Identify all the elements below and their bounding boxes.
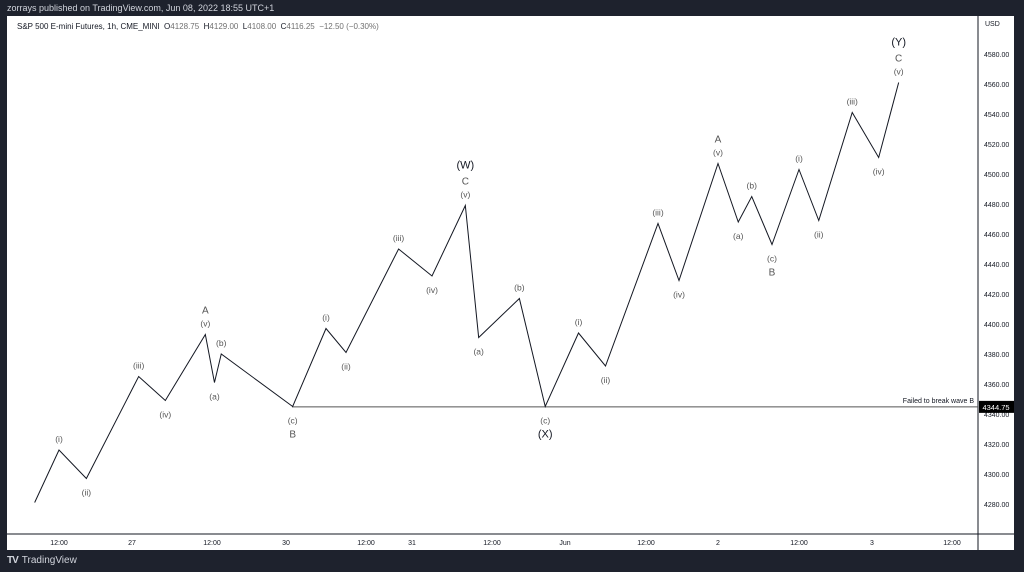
x-tick-label: 12:00 bbox=[50, 540, 68, 547]
wave-label: (iii) bbox=[393, 233, 404, 243]
brand-name[interactable]: TradingView bbox=[21, 555, 77, 566]
wave-label: (X) bbox=[538, 429, 553, 441]
x-tick-label: 12:00 bbox=[790, 540, 808, 547]
wave-label: B bbox=[769, 268, 776, 279]
y-tick-label: 4360.00 bbox=[984, 382, 1009, 389]
x-tick-label: 12:00 bbox=[357, 540, 375, 547]
wave-label: (ii) bbox=[341, 362, 351, 372]
symbol-name: S&P 500 E-mini Futures, 1h, CME_MINI bbox=[17, 22, 160, 31]
price-tag-label: 4344.75 bbox=[982, 403, 1009, 412]
x-tick-label: 2 bbox=[716, 540, 720, 547]
y-tick-label: 4500.00 bbox=[984, 172, 1009, 179]
wave-label: (iii) bbox=[847, 97, 858, 107]
x-tick-label: 27 bbox=[128, 540, 136, 547]
wave-label: (W) bbox=[456, 160, 474, 172]
wave-label: C bbox=[895, 54, 902, 65]
y-tick-label: 4480.00 bbox=[984, 202, 1009, 209]
wave-label: (ii) bbox=[814, 230, 824, 240]
y-tick-label: 4460.00 bbox=[984, 232, 1009, 239]
wave-label: A bbox=[715, 135, 722, 146]
x-tick-label: 3 bbox=[870, 540, 874, 547]
y-tick-label: 4440.00 bbox=[984, 262, 1009, 269]
wave-label: (a) bbox=[473, 347, 484, 357]
low-label: L bbox=[242, 22, 248, 31]
y-tick-label: 4540.00 bbox=[984, 112, 1009, 119]
wave-label: (iv) bbox=[873, 167, 885, 177]
symbol-legend: S&P 500 E-mini Futures, 1h, CME_MINI O41… bbox=[17, 22, 379, 31]
wave-label: (iv) bbox=[673, 290, 685, 300]
open-value: 4128.75 bbox=[170, 22, 200, 31]
y-tick-label: 4320.00 bbox=[984, 442, 1009, 449]
y-tick-label: 4420.00 bbox=[984, 292, 1009, 299]
x-tick-label: 12:00 bbox=[943, 540, 961, 547]
y-tick-label: 4520.00 bbox=[984, 142, 1009, 149]
wave-label: (iii) bbox=[133, 361, 144, 371]
change-value: −12.50 (−0.30%) bbox=[319, 22, 379, 31]
y-tick-label: 4280.00 bbox=[984, 502, 1009, 509]
support-annotation: Failed to break wave B bbox=[903, 398, 975, 405]
wave-label: (v) bbox=[460, 190, 470, 200]
wave-label: (a) bbox=[733, 231, 744, 241]
x-tick-label: 12:00 bbox=[203, 540, 221, 547]
wave-label: (ii) bbox=[82, 488, 92, 498]
y-tick-label: 4300.00 bbox=[984, 472, 1009, 479]
published-caption: zorrays published on TradingView.com, Ju… bbox=[7, 3, 275, 13]
wave-label: (c) bbox=[288, 416, 298, 426]
wave-label: (iii) bbox=[652, 208, 663, 218]
wave-label: (i) bbox=[575, 317, 583, 327]
wave-label: C bbox=[462, 177, 469, 188]
wave-line bbox=[34, 82, 900, 503]
wave-label: (c) bbox=[540, 416, 550, 426]
close-label: C bbox=[280, 22, 287, 31]
wave-label: (b) bbox=[514, 283, 525, 293]
high-label: H bbox=[203, 22, 210, 31]
y-tick-label: 4580.00 bbox=[984, 52, 1009, 59]
wave-label: (i) bbox=[322, 313, 330, 323]
wave-label: (b) bbox=[216, 338, 227, 348]
wave-label: A bbox=[202, 306, 209, 317]
open-label: O bbox=[164, 22, 171, 31]
wave-label: (iv) bbox=[159, 410, 171, 420]
high-value: 4129.00 bbox=[209, 22, 239, 31]
wave-label: B bbox=[289, 430, 296, 441]
wave-label: (b) bbox=[747, 181, 758, 191]
low-value: 4108.00 bbox=[247, 22, 277, 31]
close-value: 4116.25 bbox=[286, 22, 315, 31]
footer: TV TradingView bbox=[7, 555, 77, 566]
y-tick-label: 4340.00 bbox=[984, 412, 1009, 419]
wave-label: (iv) bbox=[426, 285, 438, 295]
x-tick-label: Jun bbox=[559, 540, 570, 547]
x-tick-label: 31 bbox=[408, 540, 416, 547]
tradingview-logo-icon: TV bbox=[7, 555, 19, 566]
wave-label: (i) bbox=[795, 154, 803, 164]
currency-label: USD bbox=[985, 21, 1000, 28]
y-tick-label: 4380.00 bbox=[984, 352, 1009, 359]
wave-label: (c) bbox=[767, 254, 777, 264]
chart-panel[interactable] bbox=[7, 16, 1014, 550]
x-tick-label: 30 bbox=[282, 540, 290, 547]
price-tag bbox=[979, 400, 1014, 413]
y-tick-label: 4560.00 bbox=[984, 82, 1009, 89]
x-tick-label: 12:00 bbox=[637, 540, 655, 547]
y-tick-label: 4400.00 bbox=[984, 322, 1009, 329]
wave-label: (v) bbox=[894, 67, 904, 77]
wave-label: (v) bbox=[713, 148, 723, 158]
wave-label: (v) bbox=[200, 319, 210, 329]
x-tick-label: 12:00 bbox=[483, 540, 501, 547]
wave-label: (ii) bbox=[601, 375, 611, 385]
wave-label: (Y) bbox=[891, 37, 906, 49]
wave-label: (a) bbox=[209, 392, 220, 402]
wave-label: (i) bbox=[55, 434, 63, 444]
